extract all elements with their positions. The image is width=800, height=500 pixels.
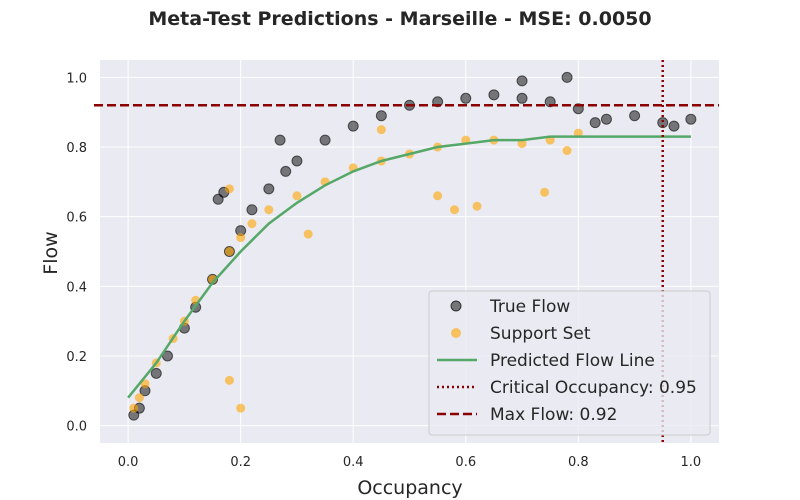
support-set-point: [224, 184, 234, 194]
x-tick-label: 0.8: [568, 455, 589, 470]
support-set-point: [540, 187, 550, 197]
legend-item-max-flow: Max Flow: 0.92: [437, 405, 617, 425]
true-flow-point: [347, 120, 359, 132]
y-tick-label: 0.4: [66, 280, 87, 295]
true-flow-point: [150, 367, 162, 379]
x-axis-ticks: 0.0 0.2 0.4 0.6 0.8 1.0: [118, 455, 701, 470]
true-flow-point: [488, 89, 500, 101]
support-set-point: [247, 219, 257, 229]
true-flow-point: [274, 134, 286, 146]
support-set-point: [134, 393, 144, 403]
true-flow-point: [319, 134, 331, 146]
true-flow-point: [375, 110, 387, 122]
true-flow-point: [657, 117, 669, 129]
x-tick-label: 1.0: [681, 455, 702, 470]
true-flow-point: [600, 113, 612, 125]
support-set-point: [450, 205, 460, 215]
legend-item-critical-occupancy: Critical Occupancy: 0.95: [437, 378, 697, 398]
true-flow-point: [629, 110, 641, 122]
legend-label-max-flow: Max Flow: 0.92: [490, 405, 617, 425]
x-tick-label: 0.0: [118, 455, 139, 470]
true-flow-point: [561, 71, 573, 83]
legend-label-critical-occupancy: Critical Occupancy: 0.95: [490, 378, 697, 398]
support-set-point: [472, 201, 482, 211]
legend-item-support-set: Support Set: [451, 324, 591, 344]
y-tick-label: 0.2: [66, 350, 87, 365]
support-set-point: [264, 205, 274, 215]
true-flow-point: [246, 204, 258, 216]
predicted-flow-line: [127, 135, 691, 399]
chart-title: Meta-Test Predictions - Marseille - MSE:…: [148, 8, 651, 30]
x-tick-label: 0.6: [455, 455, 476, 470]
support-set-point: [224, 375, 234, 385]
true-flow-point: [685, 113, 697, 125]
true-flow-point: [291, 155, 303, 167]
legend-label-true-flow: True Flow: [489, 297, 570, 317]
legend-label-predicted-line: Predicted Flow Line: [490, 351, 655, 371]
y-tick-label: 0.0: [66, 420, 87, 435]
support-set-point: [303, 229, 313, 239]
y-tick-label: 0.8: [66, 141, 87, 156]
y-tick-label: 0.6: [66, 211, 87, 226]
true-flow-point: [516, 92, 528, 104]
legend-box: [428, 290, 711, 436]
legend-marker-true-flow: [450, 300, 462, 312]
legend-label-support-set: Support Set: [490, 324, 591, 344]
true-flow-point: [263, 183, 275, 195]
reference-lines: [94, 60, 719, 443]
legend: True Flow Support Set Predicted Flow Lin…: [428, 290, 711, 436]
support-set-point: [292, 191, 302, 201]
x-tick-label: 0.2: [230, 455, 251, 470]
true-flow-point: [460, 92, 472, 104]
legend-marker-support-set: [451, 328, 461, 338]
true-flow-point: [668, 120, 680, 132]
y-axis-label: Flow: [40, 231, 62, 274]
support-set-point: [562, 146, 572, 156]
support-set-point: [129, 403, 139, 413]
true-flow-point: [280, 165, 292, 177]
legend-item-true-flow: True Flow: [450, 297, 570, 317]
y-tick-label: 1.0: [66, 71, 87, 86]
true-flow-point: [516, 75, 528, 87]
true-flow-point: [162, 350, 174, 362]
support-set-point: [236, 233, 246, 243]
support-set-point: [376, 125, 386, 135]
x-tick-label: 0.4: [343, 455, 364, 470]
x-axis-label: Occupancy: [357, 477, 462, 499]
legend-item-predicted-line: Predicted Flow Line: [437, 351, 655, 371]
support-set-point: [433, 191, 443, 201]
y-axis-ticks: 0.0 0.2 0.4 0.6 0.8 1.0: [66, 71, 87, 434]
true-flow-point: [589, 117, 601, 129]
support-set-point: [224, 247, 234, 256]
support-set-point: [236, 403, 246, 413]
